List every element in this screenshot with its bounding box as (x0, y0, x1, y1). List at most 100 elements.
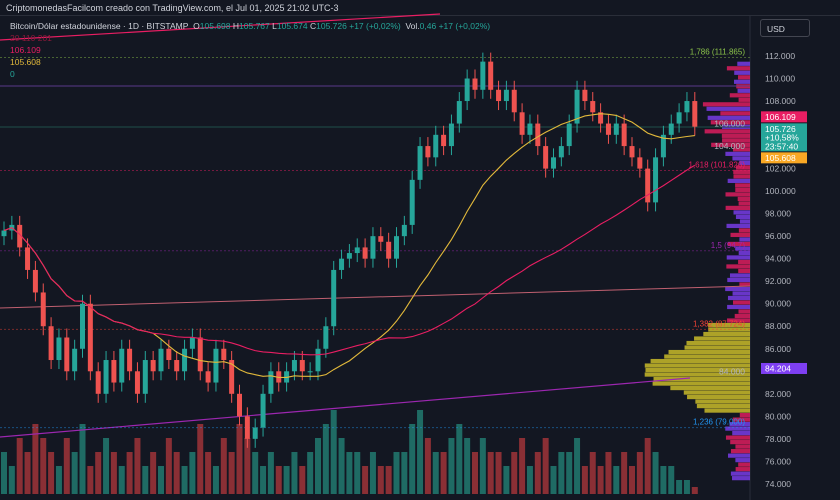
volume-bar (605, 452, 611, 494)
volume-bar (72, 452, 78, 494)
volume-bar (119, 466, 125, 494)
candle-body (363, 247, 368, 258)
volume-bar (645, 438, 651, 494)
volume-profile-bar (734, 210, 750, 214)
candle-body (684, 101, 689, 112)
candle-body (339, 259, 344, 270)
volume-bar (346, 452, 352, 494)
volume-profile-bar (728, 179, 750, 183)
volume-bar (95, 452, 101, 494)
volume-profile-bar (728, 454, 750, 458)
volume-bar (425, 438, 431, 494)
candle-body (88, 304, 93, 372)
candle-body (261, 394, 266, 428)
candle-body (645, 169, 650, 203)
price-tick-label: 92.000 (765, 276, 791, 286)
volume-bar (676, 480, 682, 494)
candle-body (72, 349, 77, 372)
volume-bar (598, 466, 604, 494)
volume-bar (25, 452, 31, 494)
volume-profile-bar (731, 449, 750, 453)
open-label: O (193, 21, 200, 31)
candle-body (677, 112, 682, 123)
volume-value: 0,46 (420, 21, 437, 31)
volume-bar (637, 452, 643, 494)
trend-line-upper (0, 286, 750, 308)
candle-body (637, 157, 642, 168)
volume-bar (284, 466, 290, 494)
volume-profile-bar (725, 287, 750, 291)
volume-bar (103, 438, 109, 494)
volume-profile-bar (726, 192, 750, 196)
volume-profile-bar (670, 386, 750, 390)
symbol-name[interactable]: Bitcoin/Dólar estadounidense · 1D · BITS… (10, 21, 188, 31)
volume-bar (535, 452, 541, 494)
ma-slow-value: 106.109 (10, 44, 750, 56)
volume-bar (519, 438, 525, 494)
price-tick-label: 98.000 (765, 209, 791, 219)
candle-body (323, 326, 328, 349)
volume-profile-bar (734, 174, 750, 178)
volume-bar (448, 438, 454, 494)
volume-bar (9, 466, 15, 494)
candle-body (25, 247, 30, 270)
price-tick-label: 76.000 (765, 456, 791, 466)
price-tick-label: 84.000 (719, 366, 745, 376)
volume-bar (142, 466, 148, 494)
volume-profile-bar (694, 336, 750, 340)
volume-profile-bar (653, 381, 750, 385)
volume-profile-bar (654, 377, 750, 381)
candle-body (669, 124, 674, 135)
candle-body (386, 242, 391, 259)
volume-bar (433, 452, 439, 494)
volume-profile-bar (735, 188, 750, 192)
volume-bar (488, 452, 494, 494)
volume-bar (370, 452, 376, 494)
candle-body (512, 90, 517, 113)
volume-bar (464, 438, 470, 494)
volume-profile-bar (740, 219, 750, 223)
candle-body (308, 371, 313, 372)
volume-profile-bar (740, 413, 750, 417)
volume-bar (613, 466, 619, 494)
volume-profile-bar (664, 354, 750, 358)
candle-body (394, 236, 399, 259)
volume-bar (229, 452, 235, 494)
candle-body (441, 135, 446, 146)
candle-body (198, 338, 203, 372)
volume-profile-bar (722, 134, 750, 138)
volume-bar (197, 424, 203, 494)
candle-body (245, 416, 250, 439)
candle-body (174, 360, 179, 371)
volume-bar (174, 452, 180, 494)
volume-profile-bar (697, 404, 750, 408)
volume-bar (472, 452, 478, 494)
volume-bar (527, 466, 533, 494)
volume-profile-bar (739, 228, 750, 232)
volume-bar (1, 452, 7, 494)
volume-profile-bar (730, 440, 750, 444)
volume-profile-bar (726, 264, 750, 268)
volume-bar (354, 452, 360, 494)
candle-body (551, 157, 556, 168)
volume-bar (150, 452, 156, 494)
candle-body (355, 247, 360, 253)
fib-level-label: 1,382 (87.724) (693, 319, 745, 328)
candle-body (300, 360, 305, 371)
candle-body (418, 146, 423, 180)
volume-bar (684, 480, 690, 494)
volume-bar (441, 452, 447, 494)
volume-profile-bar (733, 300, 750, 304)
volume-label: Vol. (405, 21, 419, 31)
volume-bar (574, 438, 580, 494)
price-tick-label: 80.000 (765, 411, 791, 421)
volume-profile-bar (705, 129, 750, 133)
volume-profile-bar (730, 273, 750, 277)
ma-periods[interactable]: 20 110 201 (10, 32, 750, 44)
volume-profile-bar (728, 296, 750, 300)
volume-profile-bar (733, 291, 750, 295)
volume-profile-bar (736, 467, 750, 471)
candle-body (292, 360, 297, 371)
candle-body (582, 90, 587, 101)
candle-body (159, 349, 164, 372)
